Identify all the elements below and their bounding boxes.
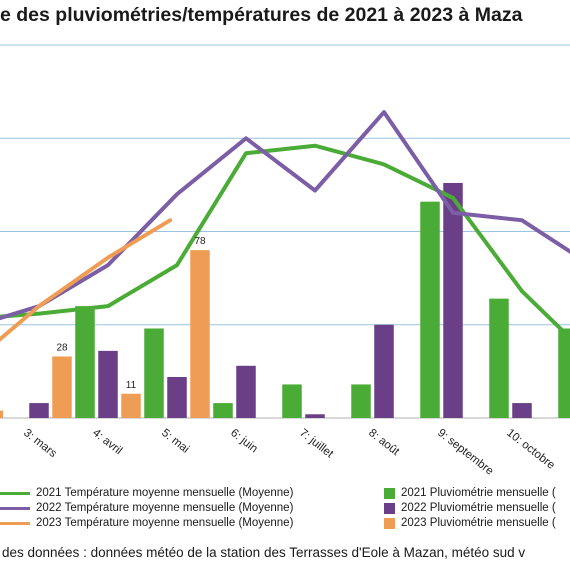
bar	[282, 384, 302, 418]
bar	[167, 376, 187, 418]
bar	[98, 350, 118, 418]
legend-swatch	[0, 491, 30, 495]
source-note: des données : données météo de la statio…	[2, 545, 526, 560]
bar	[29, 403, 49, 418]
x-tick-label: 10: octobre	[504, 427, 557, 472]
bar-data-label: 78	[194, 236, 206, 247]
series-line	[0, 143, 570, 341]
legend-rainfall: 2021 Pluviométrie mensuelle ( 2022 Pluvi…	[384, 486, 570, 534]
legend-label: 2022 Température moyenne mensuelle (Moye…	[36, 502, 294, 514]
bar	[443, 183, 463, 418]
legend-swatch	[384, 502, 395, 514]
chart-title: e des pluviométries/températures de 2021…	[0, 4, 523, 26]
bar	[558, 328, 570, 418]
bar	[75, 306, 95, 418]
x-tick-label: 3: mars	[21, 427, 59, 460]
bar	[351, 384, 371, 418]
legend-label: 2021 Température moyenne mensuelle (Moye…	[36, 487, 294, 499]
x-tick-label: 4: avril	[90, 427, 124, 457]
legend-item-2022-rainfall: 2022 Pluviométrie mensuelle (	[384, 501, 556, 515]
bar	[305, 414, 325, 418]
legend-item-2021-rainfall: 2021 Pluviométrie mensuelle (	[384, 486, 556, 500]
series-line	[0, 218, 173, 342]
x-tick-label: 7: juillet	[297, 427, 336, 461]
bar-data-label: 28	[56, 342, 68, 353]
legend-swatch	[384, 487, 395, 499]
legend-label: 2022 Pluviométrie mensuelle (	[401, 502, 556, 514]
bar	[121, 393, 141, 418]
series-line	[0, 110, 570, 321]
bar-data-label: 11	[126, 380, 137, 391]
bar	[374, 324, 394, 418]
legend-item-2023-rainfall: 2023 Pluviométrie mensuelle (	[384, 516, 556, 530]
legend-swatch	[0, 506, 30, 510]
legend-label: 2021 Pluviométrie mensuelle (	[401, 487, 556, 499]
legend-item-2021-temperature: 2021 Température moyenne mensuelle (Moye…	[0, 486, 293, 500]
bar	[420, 201, 440, 418]
legend-label: 2023 Pluviométrie mensuelle (	[401, 517, 556, 529]
bar	[512, 403, 532, 418]
bar	[236, 365, 256, 418]
x-tick-label: 8: août	[366, 427, 402, 459]
bar	[190, 250, 210, 418]
bar	[144, 328, 164, 418]
bar	[489, 298, 509, 418]
bar	[52, 356, 72, 418]
x-tick-label: 6: juin	[228, 427, 260, 455]
x-tick-label: 9: septembre	[435, 427, 495, 478]
legend-swatch	[0, 521, 30, 525]
legend-item-2022-temperature: 2022 Température moyenne mensuelle (Moye…	[0, 501, 293, 515]
legend-swatch	[384, 517, 395, 529]
x-tick-label: 5: mai	[159, 427, 191, 456]
bar	[0, 410, 3, 418]
legend-label: 2023 Température moyenne mensuelle (Moye…	[36, 517, 294, 529]
bar	[213, 403, 233, 418]
legend-item-2023-temperature: 2023 Température moyenne mensuelle (Moye…	[0, 516, 293, 530]
legend-temperature: 2021 Température moyenne mensuelle (Moye…	[0, 486, 300, 534]
